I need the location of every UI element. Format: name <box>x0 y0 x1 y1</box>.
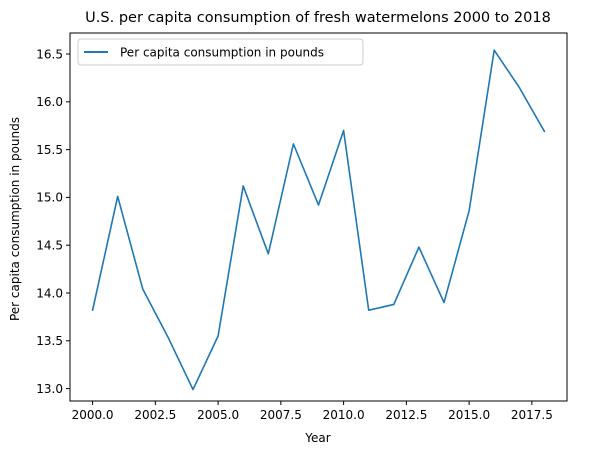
y-tick-label: 14.0 <box>36 286 63 300</box>
x-axis-label: Year <box>304 431 330 445</box>
y-tick-label: 16.0 <box>36 95 63 109</box>
plot-frame <box>69 32 568 402</box>
series-layer <box>91 49 546 391</box>
y-tick-label: 14.5 <box>36 238 63 252</box>
x-tick-label: 2002.5 <box>134 408 176 422</box>
x-tick-label: 2010.0 <box>323 408 365 422</box>
x-tick-label: 2015.0 <box>448 408 490 422</box>
chart-title: U.S. per capita consumption of fresh wat… <box>85 10 551 26</box>
y-tick-label: 15.5 <box>36 143 63 157</box>
x-tick-label: 2017.5 <box>511 408 553 422</box>
series-line <box>91 49 546 391</box>
x-tick-label: 2012.5 <box>385 408 427 422</box>
y-axis-label: Per capita consumption in pounds <box>8 117 22 321</box>
y-tick-label: 13.5 <box>36 334 63 348</box>
x-axis: 2000.0 2002.5 2005.0 2007.5 2010.0 2012.5 2015… <box>72 401 553 422</box>
legend: Per capita consumption in pounds <box>77 38 364 66</box>
legend-label: Per capita consumption in pounds <box>120 46 324 60</box>
x-tick-label: 2007.5 <box>260 408 302 422</box>
x-tick-label: 2000.0 <box>72 408 114 422</box>
x-tick-label: 2005.0 <box>197 408 239 422</box>
y-tick-label: 16.5 <box>36 47 63 61</box>
y-tick-label: 13.0 <box>36 382 63 396</box>
y-axis: 13.0 13.5 14.0 14.5 15.0 15.5 16.0 16.5 <box>36 47 70 396</box>
legend-box <box>77 38 364 66</box>
y-tick-label: 15.0 <box>36 191 63 205</box>
